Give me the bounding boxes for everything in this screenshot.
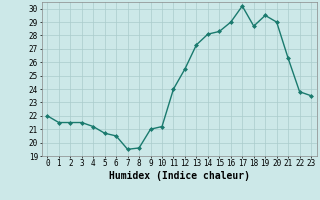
X-axis label: Humidex (Indice chaleur): Humidex (Indice chaleur)	[109, 171, 250, 181]
